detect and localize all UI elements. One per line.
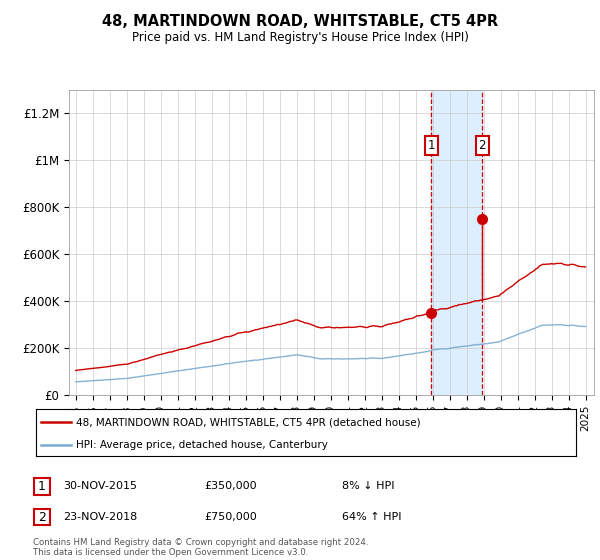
Text: 64% ↑ HPI: 64% ↑ HPI <box>342 512 401 522</box>
Text: 48, MARTINDOWN ROAD, WHITSTABLE, CT5 4PR: 48, MARTINDOWN ROAD, WHITSTABLE, CT5 4PR <box>102 14 498 29</box>
Text: £750,000: £750,000 <box>204 512 257 522</box>
Text: 2: 2 <box>38 511 46 524</box>
Text: 30-NOV-2015: 30-NOV-2015 <box>63 482 137 491</box>
Text: 1: 1 <box>427 139 435 152</box>
Text: Price paid vs. HM Land Registry's House Price Index (HPI): Price paid vs. HM Land Registry's House … <box>131 31 469 44</box>
Text: Contains HM Land Registry data © Crown copyright and database right 2024.
This d: Contains HM Land Registry data © Crown c… <box>33 538 368 557</box>
Bar <box>431 90 482 395</box>
Text: 8% ↓ HPI: 8% ↓ HPI <box>342 482 395 491</box>
Text: 23-NOV-2018: 23-NOV-2018 <box>63 512 137 522</box>
Text: 2: 2 <box>478 139 486 152</box>
Text: £350,000: £350,000 <box>204 482 257 491</box>
Text: 48, MARTINDOWN ROAD, WHITSTABLE, CT5 4PR (detached house): 48, MARTINDOWN ROAD, WHITSTABLE, CT5 4PR… <box>77 417 421 427</box>
Text: 1: 1 <box>38 480 46 493</box>
Text: HPI: Average price, detached house, Canterbury: HPI: Average price, detached house, Cant… <box>77 440 328 450</box>
